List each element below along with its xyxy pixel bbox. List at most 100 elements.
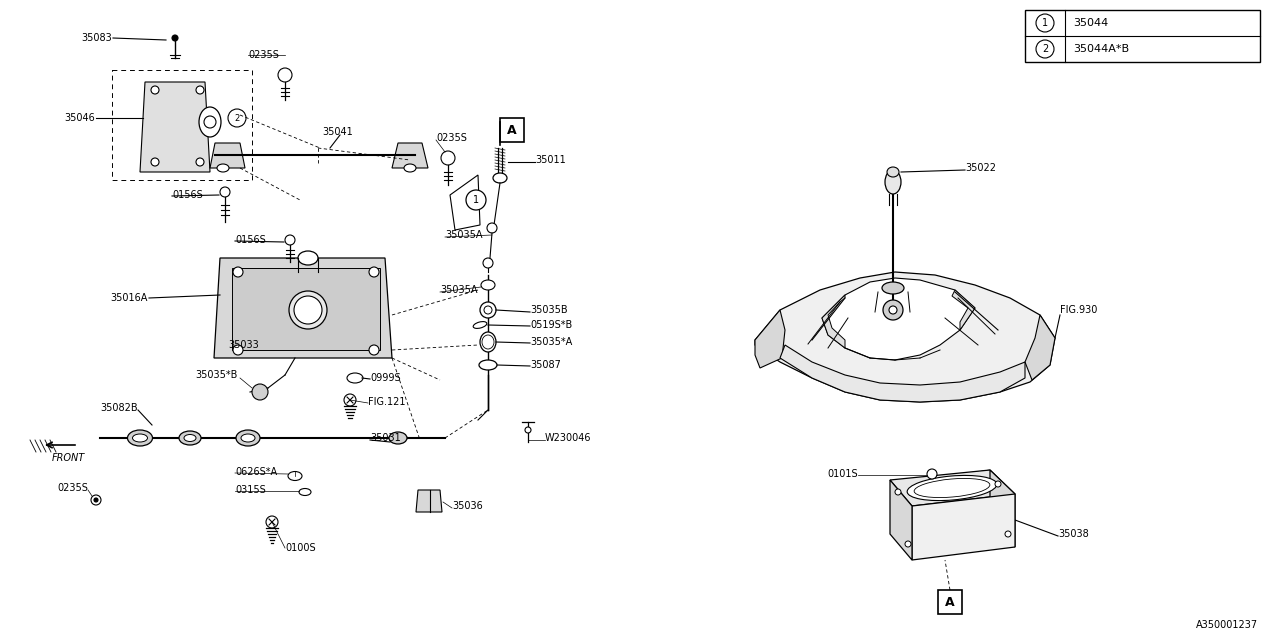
Text: 2: 2: [234, 113, 239, 122]
Circle shape: [151, 86, 159, 94]
Polygon shape: [822, 278, 975, 360]
Circle shape: [369, 345, 379, 355]
Text: 35035*B: 35035*B: [195, 370, 237, 380]
Circle shape: [442, 151, 454, 165]
Ellipse shape: [887, 167, 899, 177]
Text: 0156S: 0156S: [236, 235, 266, 245]
Circle shape: [525, 427, 531, 433]
Bar: [938, 590, 963, 614]
Circle shape: [228, 109, 246, 127]
Text: 35016A: 35016A: [110, 293, 148, 303]
Ellipse shape: [241, 434, 255, 442]
Circle shape: [905, 541, 911, 547]
Polygon shape: [822, 295, 845, 348]
Ellipse shape: [184, 435, 196, 442]
Circle shape: [172, 35, 178, 41]
Text: A350001237: A350001237: [1196, 620, 1258, 630]
Ellipse shape: [133, 434, 147, 442]
Text: 35035A: 35035A: [440, 285, 477, 295]
Ellipse shape: [128, 430, 152, 446]
Circle shape: [285, 235, 294, 245]
Circle shape: [196, 158, 204, 166]
Text: 35087: 35087: [530, 360, 561, 370]
Text: 0100S: 0100S: [285, 543, 316, 553]
Polygon shape: [989, 470, 1015, 547]
Text: 2: 2: [1042, 44, 1048, 54]
Ellipse shape: [300, 488, 311, 495]
Text: A: A: [507, 124, 517, 136]
Text: FIG.121: FIG.121: [369, 397, 406, 407]
Ellipse shape: [404, 164, 416, 172]
Bar: [1025, 10, 1260, 62]
Text: 35044: 35044: [1073, 18, 1108, 28]
Text: FIG.930: FIG.930: [1060, 305, 1097, 315]
Circle shape: [883, 300, 902, 320]
Text: 35033: 35033: [228, 340, 259, 350]
Ellipse shape: [347, 373, 364, 383]
Circle shape: [890, 306, 897, 314]
Text: 35036: 35036: [452, 501, 483, 511]
Ellipse shape: [483, 335, 494, 349]
Ellipse shape: [493, 173, 507, 183]
Text: 0626S*A: 0626S*A: [236, 467, 278, 477]
Text: 35082B: 35082B: [100, 403, 138, 413]
Ellipse shape: [179, 431, 201, 445]
Circle shape: [151, 158, 159, 166]
Polygon shape: [913, 494, 1015, 560]
Polygon shape: [890, 470, 1015, 506]
Polygon shape: [210, 143, 244, 168]
Text: 0235S: 0235S: [248, 50, 279, 60]
Bar: [113, 70, 252, 180]
Text: 0519S*B: 0519S*B: [530, 320, 572, 330]
Circle shape: [895, 489, 901, 495]
Ellipse shape: [236, 430, 260, 446]
Polygon shape: [755, 272, 1055, 402]
Ellipse shape: [479, 360, 497, 370]
Text: 35035*A: 35035*A: [530, 337, 572, 347]
Text: 0101S: 0101S: [827, 469, 858, 479]
Circle shape: [196, 86, 204, 94]
Circle shape: [484, 306, 492, 314]
Ellipse shape: [914, 479, 989, 497]
Polygon shape: [214, 258, 392, 358]
Polygon shape: [1025, 315, 1055, 380]
Circle shape: [266, 516, 278, 528]
Text: 0156S: 0156S: [172, 190, 202, 200]
Text: 1: 1: [472, 195, 479, 205]
Text: 35011: 35011: [535, 155, 566, 165]
Text: 1: 1: [1042, 18, 1048, 28]
Text: 0999S: 0999S: [370, 373, 401, 383]
Text: W230046: W230046: [545, 433, 591, 443]
Polygon shape: [780, 345, 1025, 402]
Ellipse shape: [218, 164, 229, 172]
Text: 0235S: 0235S: [58, 483, 88, 493]
Circle shape: [480, 302, 497, 318]
Text: 35022: 35022: [965, 163, 996, 173]
Text: 35083: 35083: [81, 33, 113, 43]
Circle shape: [1005, 531, 1011, 537]
Text: 0315S: 0315S: [236, 485, 266, 495]
Text: A: A: [945, 595, 955, 609]
Circle shape: [344, 394, 356, 406]
Circle shape: [927, 469, 937, 479]
Polygon shape: [140, 82, 210, 172]
Polygon shape: [755, 310, 785, 368]
Circle shape: [233, 345, 243, 355]
Circle shape: [486, 223, 497, 233]
Text: 35041: 35041: [323, 127, 353, 137]
Text: 35044A*B: 35044A*B: [1073, 44, 1129, 54]
Circle shape: [220, 187, 230, 197]
Polygon shape: [392, 143, 428, 168]
Bar: [232, 268, 380, 350]
Text: 35035B: 35035B: [530, 305, 567, 315]
Text: FRONT: FRONT: [52, 453, 86, 463]
Text: 35031: 35031: [370, 433, 401, 443]
Circle shape: [294, 296, 323, 324]
Circle shape: [233, 267, 243, 277]
Polygon shape: [952, 290, 975, 330]
Circle shape: [483, 258, 493, 268]
Ellipse shape: [389, 432, 407, 444]
Circle shape: [1036, 14, 1053, 32]
Ellipse shape: [198, 107, 221, 137]
Text: 35035A: 35035A: [445, 230, 483, 240]
